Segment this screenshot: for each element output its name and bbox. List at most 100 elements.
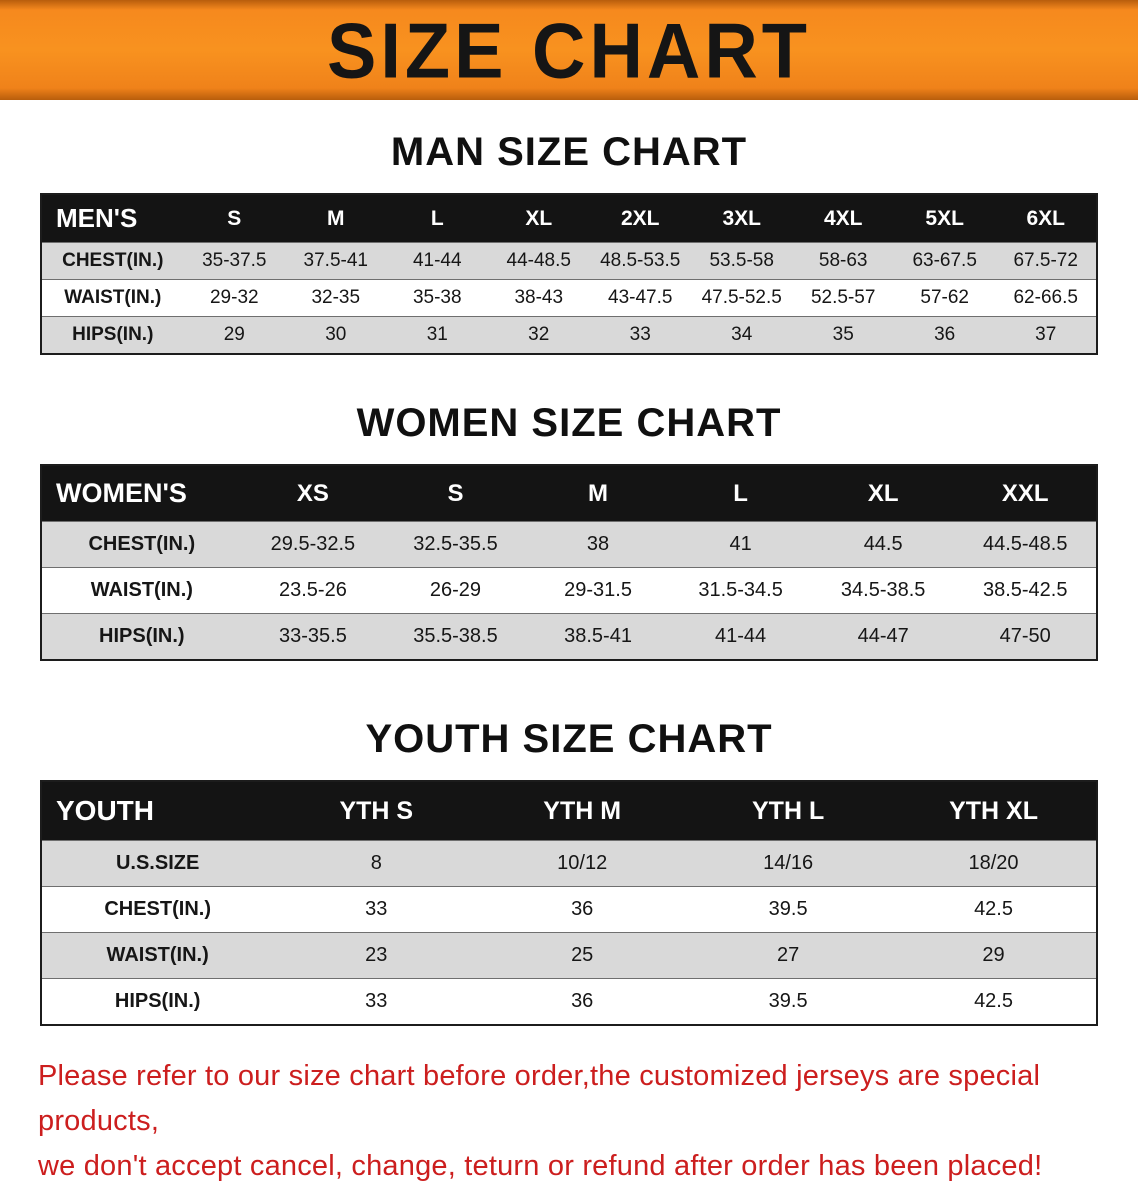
row-label-cell: HIPS(IN.) bbox=[72, 324, 154, 345]
value-cell: 47.5-52.5 bbox=[701, 287, 782, 308]
value-cell: 30 bbox=[325, 324, 347, 345]
value-cell: 35.5-38.5 bbox=[413, 625, 498, 647]
value-cell: 29-32 bbox=[209, 287, 259, 308]
value-cell: 18/20 bbox=[968, 852, 1019, 874]
size-header-cell: 2XL bbox=[589, 194, 691, 243]
size-header-cell: S bbox=[384, 465, 527, 522]
header-row: YOUTH YTH S YTH M YTH L YTH XL bbox=[41, 781, 1097, 841]
value-cell: 14/16 bbox=[763, 852, 814, 874]
value-cell: 38-43 bbox=[514, 287, 564, 308]
row-label-cell: WAIST(IN.) bbox=[90, 579, 193, 601]
table-row: CHEST(IN.) 29.5-32.5 32.5-35.5 38 41 44.5 44.5… bbox=[41, 521, 1097, 568]
banner-title: SIZE CHART bbox=[327, 6, 811, 94]
order-policy-line-1: Please refer to our size chart before or… bbox=[38, 1060, 1041, 1137]
table-title-cell: MEN'S bbox=[41, 194, 184, 243]
table-row: HIPS(IN.) 29 30 31 32 33 34 35 36 37 bbox=[41, 316, 1097, 354]
value-cell: 29-31.5 bbox=[564, 579, 632, 601]
value-cell: 43-47.5 bbox=[608, 287, 673, 308]
table-row: WAIST(IN.) 29-32 32-35 35-38 38-43 43-47.5 47.… bbox=[41, 279, 1097, 317]
value-cell: 35-38 bbox=[412, 287, 462, 308]
table-row: WAIST(IN.) 23.5-26 26-29 29-31.5 31.5-34.5 34… bbox=[41, 567, 1097, 614]
value-cell: 39.5 bbox=[768, 898, 808, 920]
value-cell: 29 bbox=[982, 944, 1005, 966]
value-cell: 39.5 bbox=[768, 990, 808, 1012]
value-cell: 33 bbox=[365, 990, 388, 1012]
size-header-cell: 5XL bbox=[893, 194, 996, 243]
value-cell: 38.5-42.5 bbox=[982, 579, 1068, 601]
man-size-table: MEN'S S M L XL 2XL 3XL 4XL 5XL 6XL CHEST(IN.) 35-37… bbox=[40, 193, 1098, 355]
value-cell: 32 bbox=[528, 324, 550, 345]
size-header-cell: XL bbox=[488, 194, 590, 243]
value-cell: 25 bbox=[571, 944, 594, 966]
value-cell: 34 bbox=[731, 324, 753, 345]
value-cell: 53.5-58 bbox=[709, 250, 774, 271]
youth-size-table: YOUTH YTH S YTH M YTH L YTH XL U.S.SIZE 8 10/12… bbox=[40, 780, 1098, 1026]
size-header-cell: L bbox=[386, 194, 488, 243]
table-row: U.S.SIZE 8 10/12 14/16 18/20 bbox=[41, 840, 1097, 887]
value-cell: 29 bbox=[223, 324, 245, 345]
man-size-section: MAN SIZE CHART MEN'S S M L XL 2XL 3XL 4XL 5XL 6XL… bbox=[0, 130, 1138, 355]
value-cell: 8 bbox=[370, 852, 382, 874]
value-cell: 35 bbox=[832, 324, 854, 345]
value-cell: 63-67.5 bbox=[912, 250, 977, 271]
table-row: WAIST(IN.) 23 25 27 29 bbox=[41, 932, 1097, 979]
man-size-heading: MAN SIZE CHART bbox=[390, 130, 748, 174]
size-header-cell: M bbox=[285, 194, 387, 243]
header-row: WOMEN'S XS S M L XL XXL bbox=[41, 465, 1097, 522]
value-cell: 35-37.5 bbox=[202, 250, 267, 271]
size-header-cell: YTH L bbox=[685, 781, 892, 841]
table-row: HIPS(IN.) 33 36 39.5 42.5 bbox=[41, 978, 1097, 1025]
women-size-table: WOMEN'S XS S M L XL XXL CHEST(IN.) 29.5-32.5 32.5… bbox=[40, 464, 1098, 661]
value-cell: 67.5-72 bbox=[1013, 250, 1078, 271]
value-cell: 32-35 bbox=[311, 287, 361, 308]
value-cell: 38.5-41 bbox=[564, 625, 632, 647]
size-header-cell: XS bbox=[241, 465, 385, 522]
row-label-cell: U.S.SIZE bbox=[115, 852, 200, 874]
value-cell: 44-48.5 bbox=[506, 250, 571, 271]
size-header-cell: YTH S bbox=[273, 781, 480, 841]
value-cell: 42.5 bbox=[974, 898, 1013, 920]
value-cell: 31 bbox=[426, 324, 448, 345]
value-cell: 41 bbox=[729, 533, 752, 555]
size-header-cell: M bbox=[526, 465, 670, 522]
value-cell: 48.5-53.5 bbox=[600, 250, 681, 271]
table-row: CHEST(IN.) 33 36 39.5 42.5 bbox=[41, 886, 1097, 933]
order-policy-line-2: we don't accept cancel, change, teturn o… bbox=[38, 1149, 1043, 1182]
value-cell: 32.5-35.5 bbox=[413, 533, 498, 555]
value-cell: 44.5-48.5 bbox=[982, 533, 1068, 555]
value-cell: 57-62 bbox=[920, 287, 969, 308]
order-policy-note: Please refer to our size chart before or… bbox=[38, 1054, 1100, 1189]
size-header-cell: YTH XL bbox=[891, 781, 1097, 841]
value-cell: 23 bbox=[365, 944, 388, 966]
value-cell: 36 bbox=[571, 898, 594, 920]
youth-size-section: YOUTH SIZE CHART YOUTH YTH S YTH M YTH L YTH… bbox=[0, 717, 1138, 1026]
table-title-cell: WOMEN'S bbox=[41, 465, 242, 522]
value-cell: 33 bbox=[629, 324, 651, 345]
row-label-cell: HIPS(IN.) bbox=[114, 990, 201, 1012]
header-row: MEN'S S M L XL 2XL 3XL 4XL 5XL 6XL bbox=[41, 194, 1097, 243]
table-title-cell: YOUTH bbox=[41, 781, 274, 841]
size-header-cell: XL bbox=[811, 465, 955, 522]
value-cell: 10/12 bbox=[557, 852, 608, 874]
value-cell: 36 bbox=[571, 990, 594, 1012]
value-cell: 42.5 bbox=[974, 990, 1013, 1012]
value-cell: 34.5-38.5 bbox=[840, 579, 926, 601]
value-cell: 33 bbox=[365, 898, 388, 920]
size-header-cell: 3XL bbox=[690, 194, 793, 243]
row-label-cell: CHEST(IN.) bbox=[88, 533, 196, 555]
size-header-cell: L bbox=[669, 465, 812, 522]
value-cell: 23.5-26 bbox=[278, 579, 347, 601]
size-header-cell: 6XL bbox=[995, 194, 1097, 243]
value-cell: 27 bbox=[776, 944, 800, 966]
women-size-heading: WOMEN SIZE CHART bbox=[356, 401, 782, 445]
value-cell: 41-44 bbox=[715, 625, 767, 647]
size-header-cell: YTH M bbox=[479, 781, 686, 841]
value-cell: 37.5-41 bbox=[303, 250, 368, 271]
value-cell: 31.5-34.5 bbox=[698, 579, 783, 601]
value-cell: 44.5 bbox=[863, 533, 903, 555]
value-cell: 37 bbox=[1035, 324, 1057, 345]
value-cell: 29.5-32.5 bbox=[270, 533, 356, 555]
youth-size-heading: YOUTH SIZE CHART bbox=[365, 717, 773, 761]
row-label-cell: CHEST(IN.) bbox=[104, 898, 211, 920]
row-label-cell: WAIST(IN.) bbox=[64, 287, 162, 308]
